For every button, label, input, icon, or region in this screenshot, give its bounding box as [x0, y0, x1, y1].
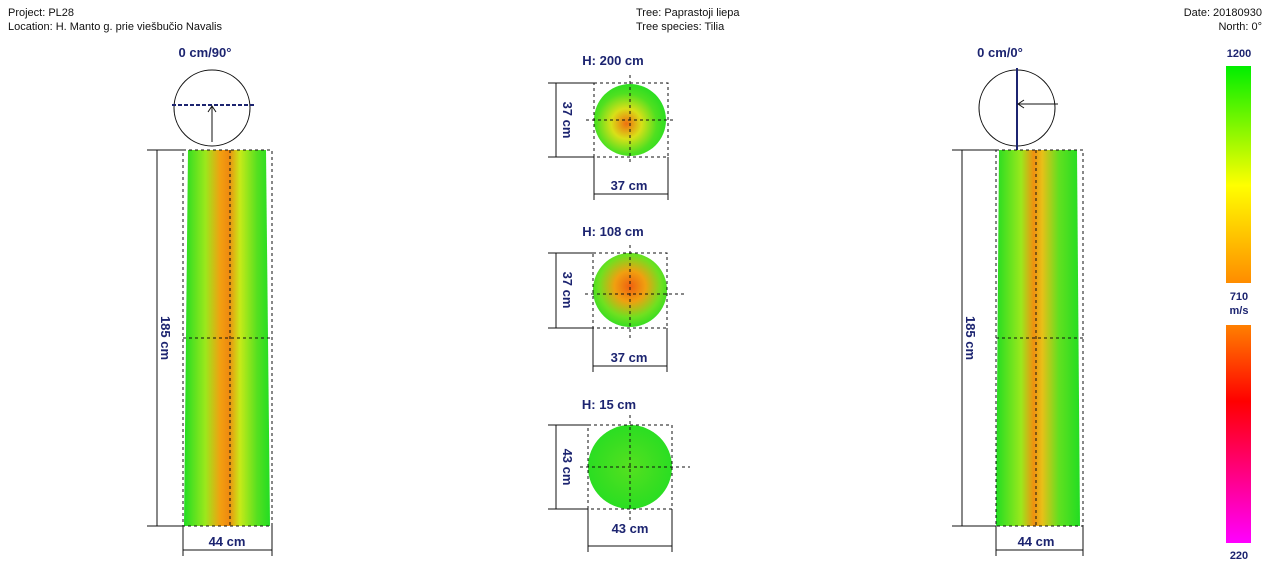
- width-label: 37 cm: [611, 350, 648, 365]
- width-label: 44 cm: [209, 534, 246, 549]
- slice: H: 108 cm 37 cm 37 cm: [548, 224, 685, 372]
- dimension: [592, 328, 668, 372]
- location: Location: H. Manto g. prie viešbučio Nav…: [8, 21, 222, 33]
- colorbar-min: 220: [1230, 550, 1248, 561]
- slice-label: H: 200 cm: [582, 53, 643, 68]
- right-profile: 0 cm/0° 185 cm 44 cm: [952, 45, 1084, 556]
- slice-label: H: 108 cm: [582, 224, 643, 239]
- dimension: [587, 509, 673, 552]
- colorbar: 1200 710 m/s 220: [1226, 48, 1251, 561]
- profile-label: 0 cm/90°: [179, 45, 232, 60]
- left-profile: 0 cm/90° 185 cm 44 cm: [147, 45, 273, 556]
- dimension: [147, 149, 183, 527]
- species: Tree species: Tilia: [636, 21, 725, 33]
- profile-label: 0 cm/0°: [977, 45, 1023, 60]
- slice: H: 15 cm 43 cm 43 cm: [548, 397, 690, 552]
- axis: [585, 245, 685, 338]
- depth-label: 37 cm: [560, 272, 575, 309]
- axis: [586, 75, 676, 165]
- dimension: [548, 252, 593, 329]
- orientation-circle: [173, 69, 251, 147]
- arrow: [207, 105, 217, 142]
- colorbar-unit: m/s: [1230, 305, 1249, 317]
- dimension: [182, 526, 273, 556]
- north: North: 0°: [1218, 21, 1262, 33]
- arrow: [1017, 99, 1058, 109]
- axis: [580, 415, 690, 520]
- slice: H: 200 cm 37 cm 37 cm: [548, 53, 676, 200]
- depth-label: 37 cm: [560, 102, 575, 139]
- colorbar-upper: [1226, 66, 1251, 283]
- date: Date: 20180930: [1184, 7, 1262, 19]
- slice-label: H: 15 cm: [582, 397, 636, 412]
- dimension: [593, 157, 669, 200]
- project: Project: PL28: [8, 7, 74, 19]
- tree: Tree: Paprastoji liepa: [636, 7, 740, 19]
- colorbar-max: 1200: [1227, 48, 1251, 60]
- height-label: 185 cm: [963, 316, 978, 360]
- colorbar-mid: 710: [1230, 291, 1248, 303]
- width-label: 43 cm: [612, 521, 649, 536]
- dimension: [952, 149, 996, 527]
- width-label: 37 cm: [611, 178, 648, 193]
- dimension: [548, 424, 588, 510]
- width-label: 44 cm: [1018, 534, 1055, 549]
- bounds: [182, 149, 273, 527]
- depth-label: 43 cm: [560, 449, 575, 486]
- dimension: [995, 526, 1084, 556]
- colorbar-lower: [1226, 325, 1251, 543]
- height-label: 185 cm: [158, 316, 173, 360]
- dimension: [548, 82, 594, 158]
